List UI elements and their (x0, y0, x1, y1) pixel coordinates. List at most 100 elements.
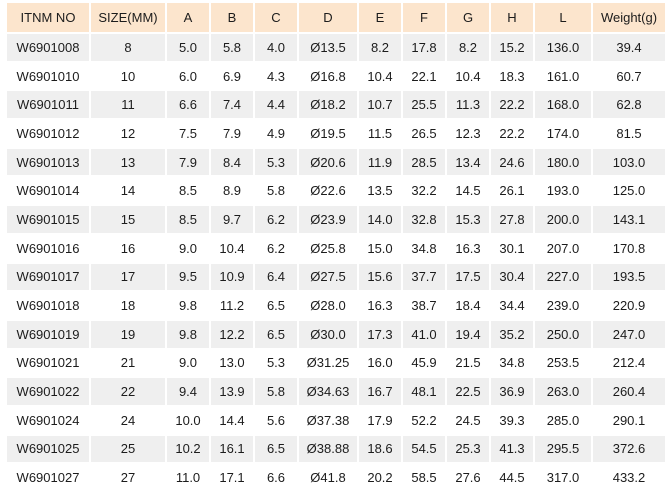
cell: Ø25.8 (299, 234, 357, 262)
cell: 253.5 (535, 349, 591, 377)
cell: 17 (91, 263, 165, 291)
cell: 22.2 (491, 91, 533, 119)
column-header: H (491, 3, 533, 32)
cell: 103.0 (593, 148, 665, 176)
cell: 295.5 (535, 435, 591, 463)
cell: 10.2 (167, 435, 209, 463)
cell: 6.6 (167, 91, 209, 119)
cell: Ø37.38 (299, 406, 357, 434)
table-body: W6901008 8 5.0 5.8 4.0 Ø13.5 8.2 17.8 8.2 15.2 136… (7, 34, 665, 491)
cell: 13.5 (359, 177, 401, 205)
cell: W6901010 (7, 62, 89, 90)
cell: 15 (91, 206, 165, 233)
cell: 10.9 (211, 263, 253, 291)
cell: 7.5 (167, 120, 209, 147)
column-header: Weight(g) (593, 3, 665, 32)
cell: 24.5 (447, 406, 489, 434)
table-row: W6901015 15 8.5 9.7 6.2 Ø23.9 14.0 32.8 15.3 27.8… (7, 206, 665, 233)
cell: 11.3 (447, 91, 489, 119)
cell: 54.5 (403, 435, 445, 463)
cell: 6.6 (255, 464, 297, 491)
cell: 13.0 (211, 349, 253, 377)
cell: 17.9 (359, 406, 401, 434)
cell: W6901024 (7, 406, 89, 434)
cell: 27.6 (447, 464, 489, 491)
cell: 4.4 (255, 91, 297, 119)
cell: 15.6 (359, 263, 401, 291)
cell: 21 (91, 349, 165, 377)
cell: Ø16.8 (299, 62, 357, 90)
cell: 9.4 (167, 378, 209, 405)
cell: 6.0 (167, 62, 209, 90)
cell: 5.3 (255, 349, 297, 377)
table-row: W6901017 17 9.5 10.9 6.4 Ø27.5 15.6 37.7 17.5 30.… (7, 263, 665, 291)
table-row: W6901025 25 10.2 16.1 6.5 Ø38.88 18.6 54.5 25.3 4… (7, 435, 665, 463)
table-row: W6901027 27 11.0 17.1 6.6 Ø41.8 20.2 58.5 27.6 44… (7, 464, 665, 491)
cell: 58.5 (403, 464, 445, 491)
cell: W6901016 (7, 234, 89, 262)
cell: 17.8 (403, 34, 445, 61)
cell: 32.8 (403, 206, 445, 233)
cell: 239.0 (535, 292, 591, 319)
cell: 10.4 (359, 62, 401, 90)
cell: W6901014 (7, 177, 89, 205)
cell: 7.9 (167, 148, 209, 176)
cell: Ø41.8 (299, 464, 357, 491)
cell: 16.7 (359, 378, 401, 405)
column-header: C (255, 3, 297, 32)
table-row: W6901008 8 5.0 5.8 4.0 Ø13.5 8.2 17.8 8.2 15.2 136… (7, 34, 665, 61)
cell: 6.5 (255, 435, 297, 463)
cell: 13 (91, 148, 165, 176)
cell: 16.3 (447, 234, 489, 262)
cell: W6901008 (7, 34, 89, 61)
table-row: W6901021 21 9.0 13.0 5.3 Ø31.25 16.0 45.9 21.5 34… (7, 349, 665, 377)
cell: 5.8 (211, 34, 253, 61)
cell: 19.4 (447, 320, 489, 348)
cell: 62.8 (593, 91, 665, 119)
cell: 6.4 (255, 263, 297, 291)
cell: 5.8 (255, 378, 297, 405)
cell: Ø19.5 (299, 120, 357, 147)
table-row: W6901014 14 8.5 8.9 5.8 Ø22.6 13.5 32.2 14.5 26.1… (7, 177, 665, 205)
cell: 19 (91, 320, 165, 348)
table-row: W6901013 13 7.9 8.4 5.3 Ø20.6 11.9 28.5 13.4 24.6… (7, 148, 665, 176)
cell: 6.9 (211, 62, 253, 90)
cell: W6901017 (7, 263, 89, 291)
cell: 180.0 (535, 148, 591, 176)
cell: 18 (91, 292, 165, 319)
cell: 200.0 (535, 206, 591, 233)
cell: 168.0 (535, 91, 591, 119)
cell: 81.5 (593, 120, 665, 147)
cell: 161.0 (535, 62, 591, 90)
cell: 212.4 (593, 349, 665, 377)
cell: 45.9 (403, 349, 445, 377)
cell: 18.6 (359, 435, 401, 463)
cell: 9.5 (167, 263, 209, 291)
cell: 4.3 (255, 62, 297, 90)
cell: 25 (91, 435, 165, 463)
cell: 22 (91, 378, 165, 405)
column-header: F (403, 3, 445, 32)
cell: 17.1 (211, 464, 253, 491)
cell: 247.0 (593, 320, 665, 348)
cell: 24 (91, 406, 165, 434)
cell: 34.8 (491, 349, 533, 377)
cell: 10.7 (359, 91, 401, 119)
cell: 260.4 (593, 378, 665, 405)
cell: W6901022 (7, 378, 89, 405)
table-row: W6901022 22 9.4 13.9 5.8 Ø34.63 16.7 48.1 22.5 36… (7, 378, 665, 405)
cell: 9.8 (167, 292, 209, 319)
cell: 15.3 (447, 206, 489, 233)
cell: 35.2 (491, 320, 533, 348)
cell: 10.4 (211, 234, 253, 262)
cell: 9.0 (167, 234, 209, 262)
table-row: W6901016 16 9.0 10.4 6.2 Ø25.8 15.0 34.8 16.3 30.… (7, 234, 665, 262)
cell: 11.5 (359, 120, 401, 147)
cell: W6901012 (7, 120, 89, 147)
cell: W6901011 (7, 91, 89, 119)
cell: 10.0 (167, 406, 209, 434)
cell: 60.7 (593, 62, 665, 90)
cell: 14.0 (359, 206, 401, 233)
cell: 174.0 (535, 120, 591, 147)
cell: 13.4 (447, 148, 489, 176)
